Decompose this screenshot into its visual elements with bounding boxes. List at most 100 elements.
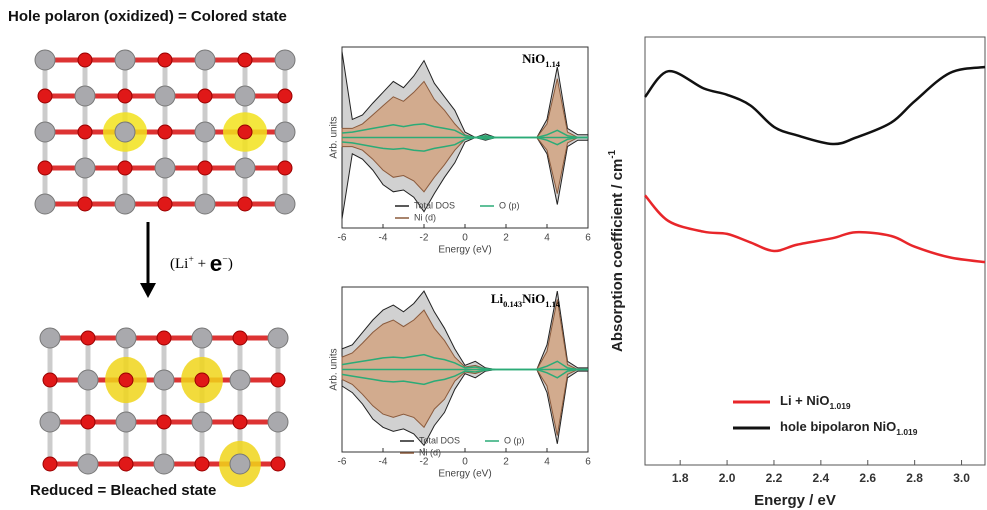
- x-tick-label: 1.8: [672, 471, 689, 485]
- molecule-oxidized: [35, 50, 295, 214]
- text-part: -1: [607, 149, 618, 158]
- text-part: ): [228, 256, 233, 272]
- legend-label: Total DOS: [419, 435, 460, 445]
- x-axis-label: Energy (eV): [438, 469, 491, 480]
- oxygen-atom: [81, 415, 95, 429]
- nickel-atom: [155, 86, 175, 106]
- nickel-atom: [192, 412, 212, 432]
- nickel-atom: [115, 194, 135, 214]
- nickel-atom: [268, 328, 288, 348]
- oxygen-atom: [195, 457, 209, 471]
- legend-label: Ni (d): [414, 212, 436, 222]
- chart-title: NiO1.14: [522, 51, 561, 69]
- figure: Hole polaron (oxidized) = Colored state …: [0, 0, 987, 510]
- reaction-label: (Li+ + e−): [170, 251, 233, 276]
- x-tick-label: 0: [462, 457, 468, 468]
- oxygen-atom: [198, 161, 212, 175]
- oxygen-atom: [38, 89, 52, 103]
- oxygen-atom: [238, 197, 252, 211]
- x-tick-label: 6: [585, 233, 591, 244]
- chart-title: Li0.143NiO1.14: [491, 291, 561, 309]
- text-part: hole bipolaron NiO: [780, 419, 896, 434]
- text-part: 1.019: [829, 401, 850, 411]
- nickel-atom: [275, 194, 295, 214]
- x-tick-label: -2: [420, 233, 429, 244]
- nickel-atom: [230, 454, 250, 474]
- text-part: 0.143: [503, 299, 522, 309]
- text-part: e: [210, 251, 223, 276]
- x-tick-label: 2.2: [766, 471, 783, 485]
- nickel-atom: [40, 412, 60, 432]
- y-axis-label: Absorption coefficient / cm-1: [607, 149, 626, 352]
- spectrum-line: [645, 195, 985, 262]
- nickel-atom: [195, 50, 215, 70]
- oxygen-atom: [271, 457, 285, 471]
- oxygen-atom: [238, 125, 252, 139]
- nickel-atom: [115, 50, 135, 70]
- oxygen-atom: [158, 125, 172, 139]
- nickel-atom: [75, 86, 95, 106]
- oxygen-atom: [118, 89, 132, 103]
- x-axis-label: Energy / eV: [754, 492, 836, 509]
- molecule-reduced: [40, 328, 288, 487]
- oxygen-atom: [78, 197, 92, 211]
- x-tick-label: 2: [503, 233, 509, 244]
- nickel-atom: [155, 158, 175, 178]
- x-tick-label: -2: [420, 457, 429, 468]
- dos-area: [342, 138, 588, 194]
- legend-label: hole bipolaron NiO1.019: [780, 419, 918, 437]
- nickel-atom: [230, 370, 250, 390]
- legend-label: O (p): [499, 200, 520, 210]
- nickel-atom: [116, 328, 136, 348]
- text-part: NiO: [522, 291, 545, 306]
- nickel-atom: [40, 328, 60, 348]
- x-tick-label: -6: [338, 233, 347, 244]
- text-part: 1.14: [545, 299, 561, 309]
- x-tick-label: 0: [462, 233, 468, 244]
- x-tick-label: 2: [503, 457, 509, 468]
- y-axis-label: Arb. units: [329, 348, 340, 390]
- nickel-atom: [78, 370, 98, 390]
- text-part: +: [194, 256, 210, 272]
- arrow-head: [140, 283, 156, 298]
- nickel-atom: [192, 328, 212, 348]
- nickel-atom: [195, 122, 215, 142]
- legend-label: Li + NiO1.019: [780, 393, 851, 411]
- legend-label: Ni (d): [419, 447, 441, 457]
- text-part: 1.019: [896, 427, 917, 437]
- text-part: NiO: [522, 51, 545, 66]
- nickel-atom: [275, 122, 295, 142]
- oxygen-atom: [233, 415, 247, 429]
- x-tick-label: -4: [379, 457, 388, 468]
- nickel-atom: [35, 50, 55, 70]
- x-axis-label: Energy (eV): [438, 245, 491, 256]
- nickel-atom: [275, 50, 295, 70]
- text-part: Li: [491, 291, 504, 306]
- x-tick-label: -4: [379, 233, 388, 244]
- text-part: 1.14: [545, 59, 561, 69]
- x-tick-label: 6: [585, 457, 591, 468]
- nickel-atom: [115, 122, 135, 142]
- spectrum-line: [645, 67, 985, 144]
- nickel-atom: [78, 454, 98, 474]
- nickel-atom: [75, 158, 95, 178]
- nickel-atom: [195, 194, 215, 214]
- x-tick-label: 4: [544, 233, 550, 244]
- y-axis-label: Arb. units: [329, 116, 340, 158]
- x-tick-label: 4: [544, 457, 550, 468]
- nickel-atom: [154, 370, 174, 390]
- oxygen-atom: [43, 373, 57, 387]
- oxygen-atom: [81, 331, 95, 345]
- oxygen-atom: [195, 373, 209, 387]
- oxygen-atom: [43, 457, 57, 471]
- nickel-atom: [116, 412, 136, 432]
- top-caption: Hole polaron (oxidized) = Colored state: [8, 8, 287, 25]
- oxygen-atom: [278, 161, 292, 175]
- oxygen-atom: [118, 161, 132, 175]
- oxygen-atom: [38, 161, 52, 175]
- nickel-atom: [35, 122, 55, 142]
- oxygen-atom: [158, 197, 172, 211]
- oxygen-atom: [119, 457, 133, 471]
- legend-label: Total DOS: [414, 200, 455, 210]
